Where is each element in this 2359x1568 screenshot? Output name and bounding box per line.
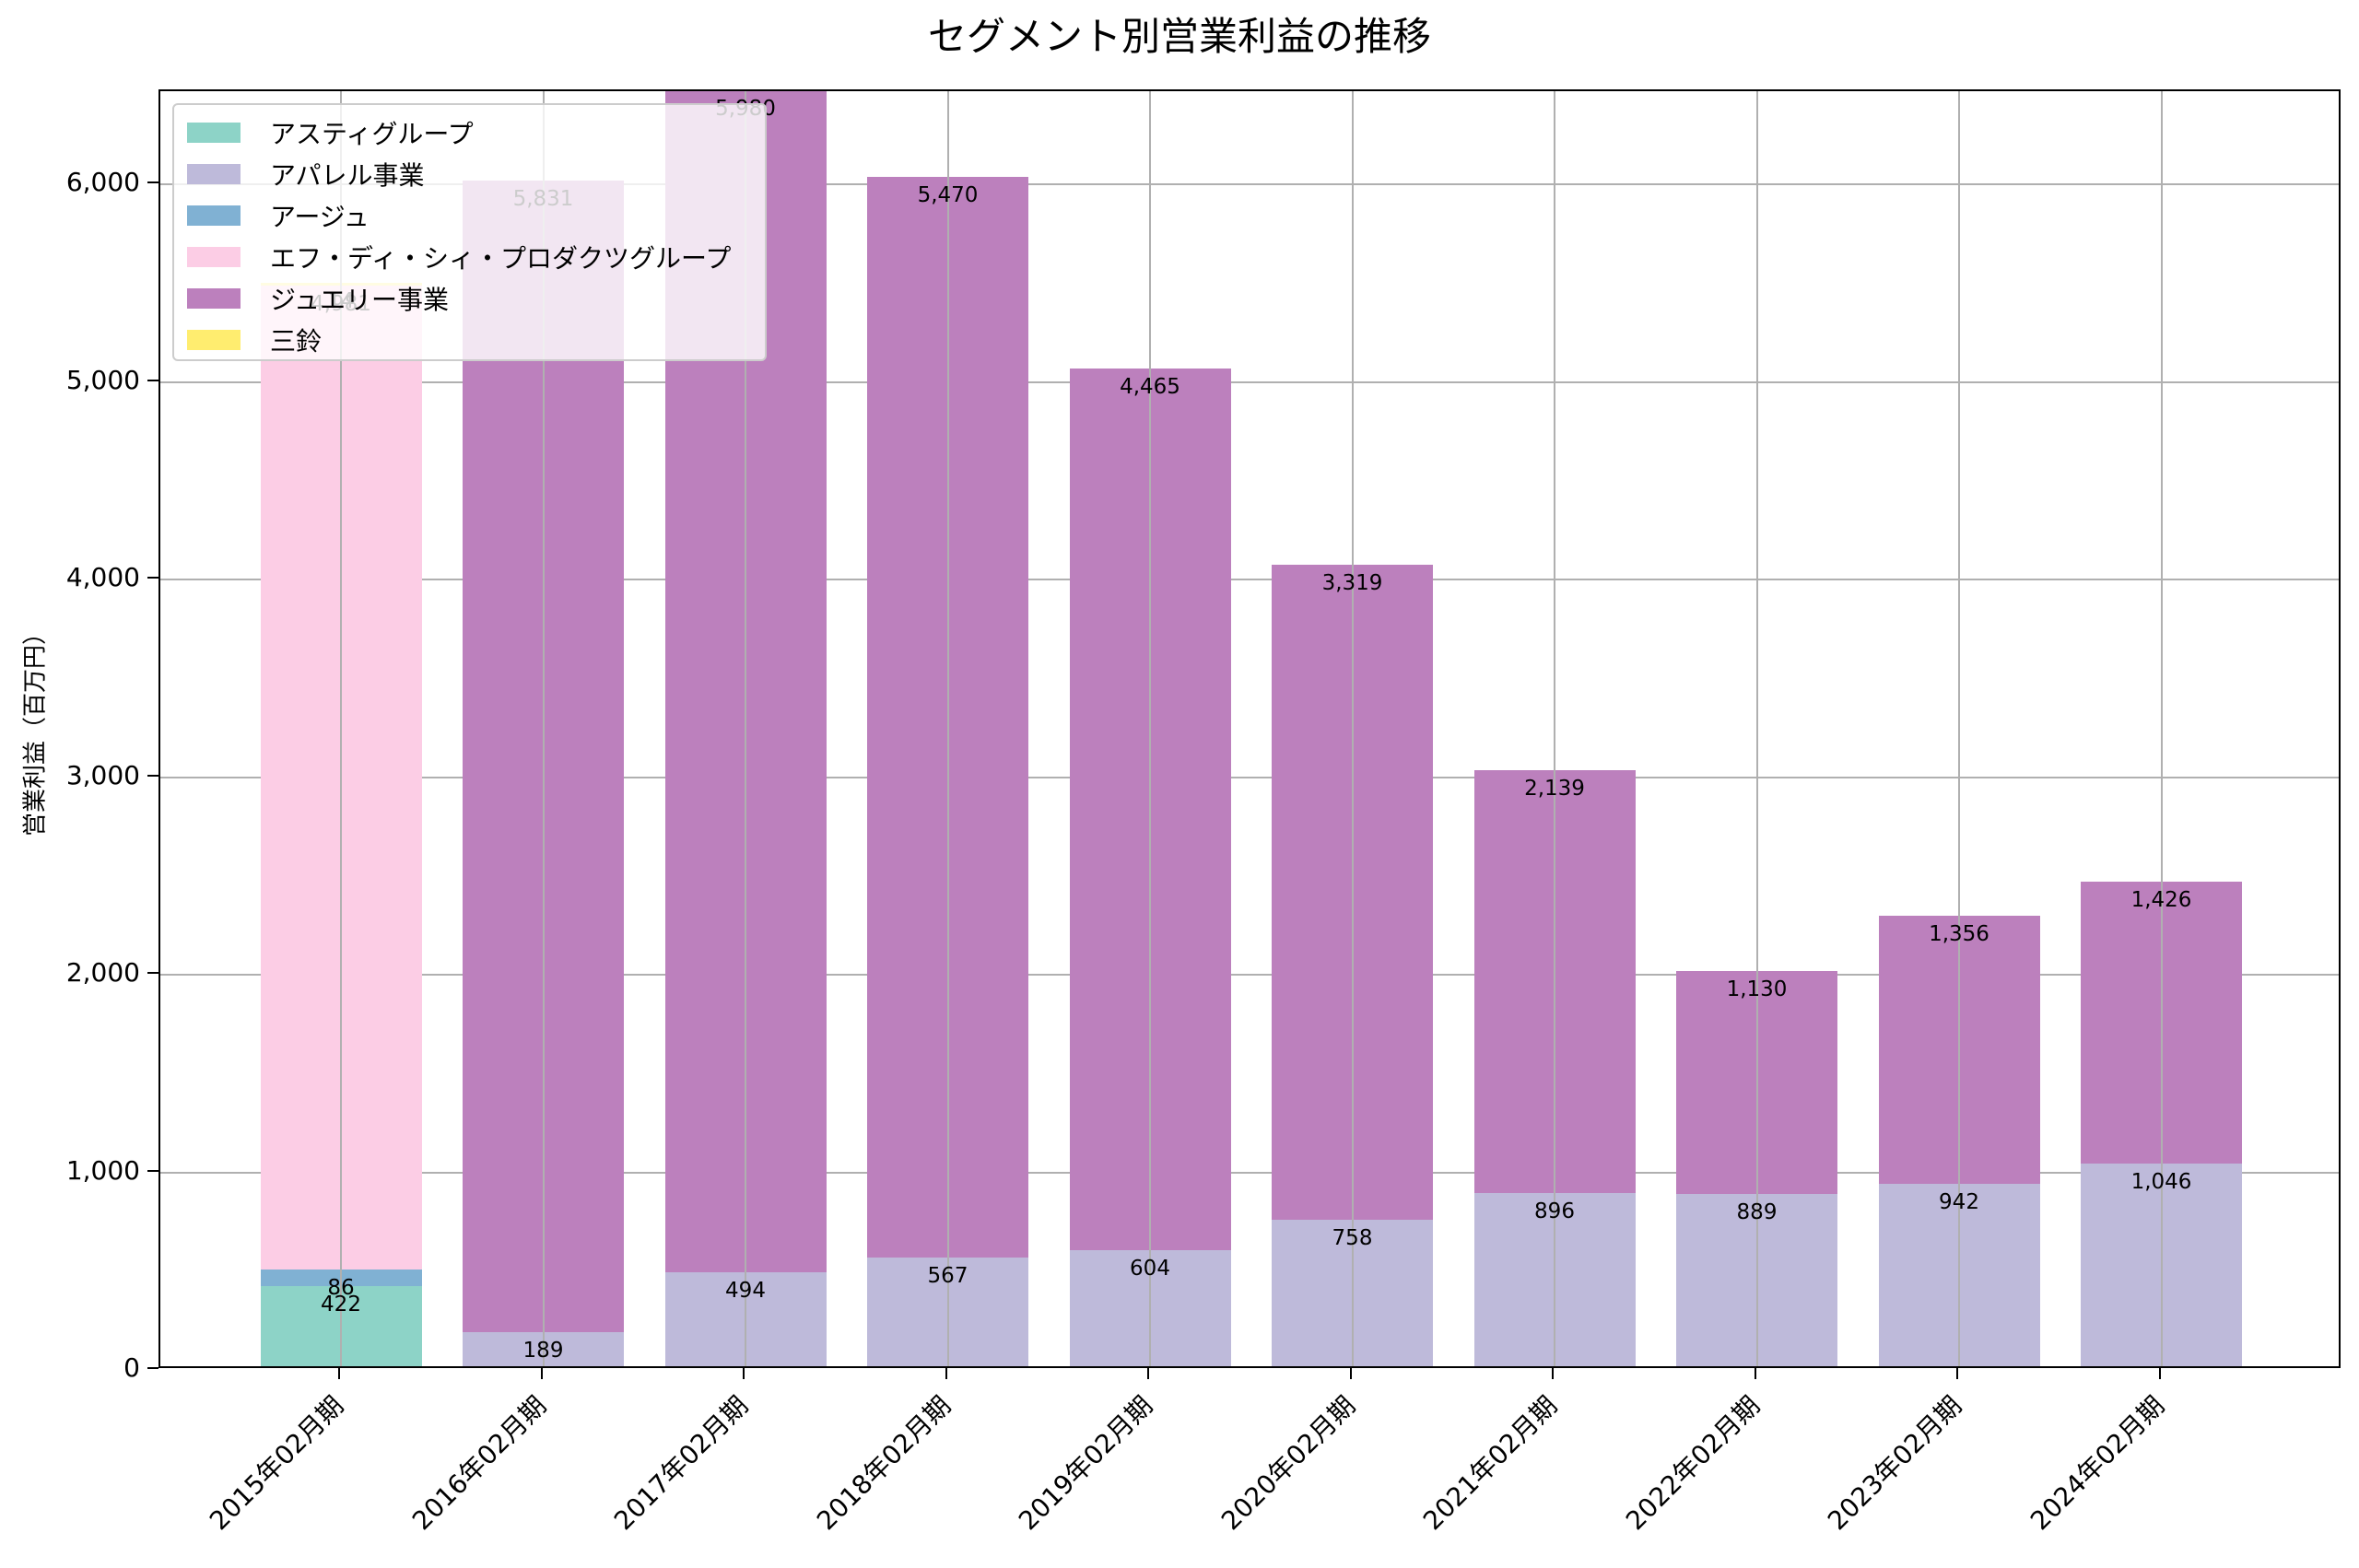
legend-item: ジュエリー事業 — [187, 280, 449, 317]
gridline-vertical — [1351, 91, 1354, 1366]
bar-value-label: 1,356 — [1929, 922, 1989, 947]
bar-value-label: 896 — [1534, 1199, 1575, 1223]
y-tick-mark — [147, 774, 158, 777]
legend-swatch — [187, 164, 241, 184]
x-tick-label: 2022年02月期 — [1619, 1389, 1766, 1537]
x-tick-mark — [1754, 1368, 1756, 1379]
y-tick-mark — [147, 379, 158, 381]
bar-value-label: 3,319 — [1321, 570, 1383, 595]
bar-value-label: 86 — [327, 1276, 355, 1301]
x-tick-mark — [1956, 1368, 1958, 1379]
legend-swatch — [187, 205, 241, 226]
legend-label: エフ・ディ・シィ・プロダクツグループ — [270, 243, 732, 274]
chart-title: セグメント別営業利益の推移 — [927, 14, 1431, 59]
x-tick-mark — [743, 1368, 745, 1379]
gridline-vertical — [745, 91, 746, 1366]
x-tick-label: 2023年02月期 — [1821, 1389, 1968, 1537]
bar-value-label: 1,426 — [2130, 887, 2192, 912]
x-tick-label: 2019年02月期 — [1012, 1389, 1159, 1537]
legend-label: アージュ — [270, 202, 370, 232]
plot-area: 422864,981141895,8314945,9805675,4706044… — [158, 89, 2341, 1368]
gridline-horizontal — [160, 1171, 2339, 1174]
legend-label: アスティグループ — [270, 119, 474, 149]
y-tick-label: 4,000 — [65, 562, 140, 593]
y-tick-label: 6,000 — [65, 167, 140, 198]
y-tick-label: 1,000 — [65, 1154, 140, 1186]
x-tick-mark — [945, 1368, 947, 1379]
bar-value-label: 604 — [1130, 1257, 1170, 1281]
y-tick-label: 5,000 — [65, 364, 140, 395]
x-tick-mark — [540, 1368, 543, 1379]
x-tick-mark — [1349, 1368, 1352, 1379]
x-tick-label: 2015年02月期 — [203, 1389, 350, 1537]
x-tick-label: 2021年02月期 — [1416, 1389, 1564, 1537]
gridline-vertical — [340, 91, 342, 1366]
bar-value-label: 889 — [1736, 1200, 1778, 1225]
bar-value-label: 5,470 — [917, 183, 979, 208]
legend-item: エフ・ディ・シィ・プロダクツグループ — [187, 239, 731, 275]
gridline-vertical — [1755, 91, 1758, 1366]
bar-value-label: 422 — [321, 1293, 361, 1317]
legend-swatch — [187, 123, 241, 143]
x-tick-label: 2024年02月期 — [2024, 1389, 2170, 1537]
legend-item: アスティグループ — [187, 114, 474, 151]
gridline-horizontal — [160, 380, 2339, 383]
gridline-horizontal — [160, 183, 2339, 186]
bar-value-label: 567 — [927, 1264, 968, 1289]
legend-item: アパレル事業 — [187, 156, 424, 193]
y-tick-mark — [147, 181, 158, 184]
legend-swatch — [187, 330, 241, 350]
y-tick-label: 3,000 — [65, 759, 140, 790]
legend-item: アージュ — [187, 197, 370, 234]
x-tick-mark — [338, 1368, 340, 1379]
bar-value-label: 942 — [1939, 1189, 1979, 1214]
y-tick-mark — [147, 577, 158, 579]
legend-swatch — [187, 247, 241, 267]
x-tick-label: 2020年02月期 — [1215, 1389, 1361, 1537]
bar-value-label: 4,465 — [1120, 374, 1180, 399]
gridline-horizontal — [160, 974, 2339, 976]
gridline-vertical — [1958, 91, 1960, 1366]
x-tick-mark — [1147, 1368, 1149, 1379]
y-tick-label: 0 — [123, 1352, 140, 1383]
gridline-horizontal — [160, 579, 2339, 581]
bar-value-label: 189 — [522, 1339, 564, 1363]
bar-value-label: 494 — [725, 1279, 766, 1304]
legend-label: 三鈴 — [270, 326, 323, 357]
y-tick-mark — [147, 1367, 158, 1369]
gridline-vertical — [1554, 91, 1555, 1366]
legend-label: アパレル事業 — [270, 160, 425, 191]
x-tick-label: 2017年02月期 — [607, 1389, 755, 1537]
gridline-vertical — [1149, 91, 1151, 1366]
bar-value-label: 1,130 — [1726, 977, 1788, 1001]
gridline-vertical — [946, 91, 949, 1366]
y-axis-label: 営業利益（百万円） — [21, 620, 50, 837]
y-tick-mark — [147, 972, 158, 974]
gridline-horizontal — [160, 776, 2339, 778]
legend-swatch — [187, 288, 241, 309]
legend-label: ジュエリー事業 — [270, 285, 450, 315]
x-tick-label: 2018年02月期 — [810, 1389, 957, 1537]
bar-value-label: 2,139 — [1524, 777, 1585, 801]
bar-value-label: 758 — [1332, 1226, 1373, 1251]
legend-item: 三鈴 — [187, 322, 322, 358]
y-tick-label: 2,000 — [65, 957, 140, 988]
x-tick-label: 2016年02月期 — [405, 1389, 552, 1537]
x-tick-mark — [1552, 1368, 1554, 1379]
gridline-vertical — [542, 91, 545, 1366]
bar-value-label: 1,046 — [2130, 1169, 2192, 1194]
gridline-vertical — [2160, 91, 2163, 1366]
legend: アスティグループ アパレル事業 アージュエフ・ディ・シィ・プロダクツグループ ジュエリ… — [172, 103, 767, 361]
y-tick-mark — [147, 1169, 158, 1172]
x-tick-mark — [2158, 1368, 2161, 1379]
